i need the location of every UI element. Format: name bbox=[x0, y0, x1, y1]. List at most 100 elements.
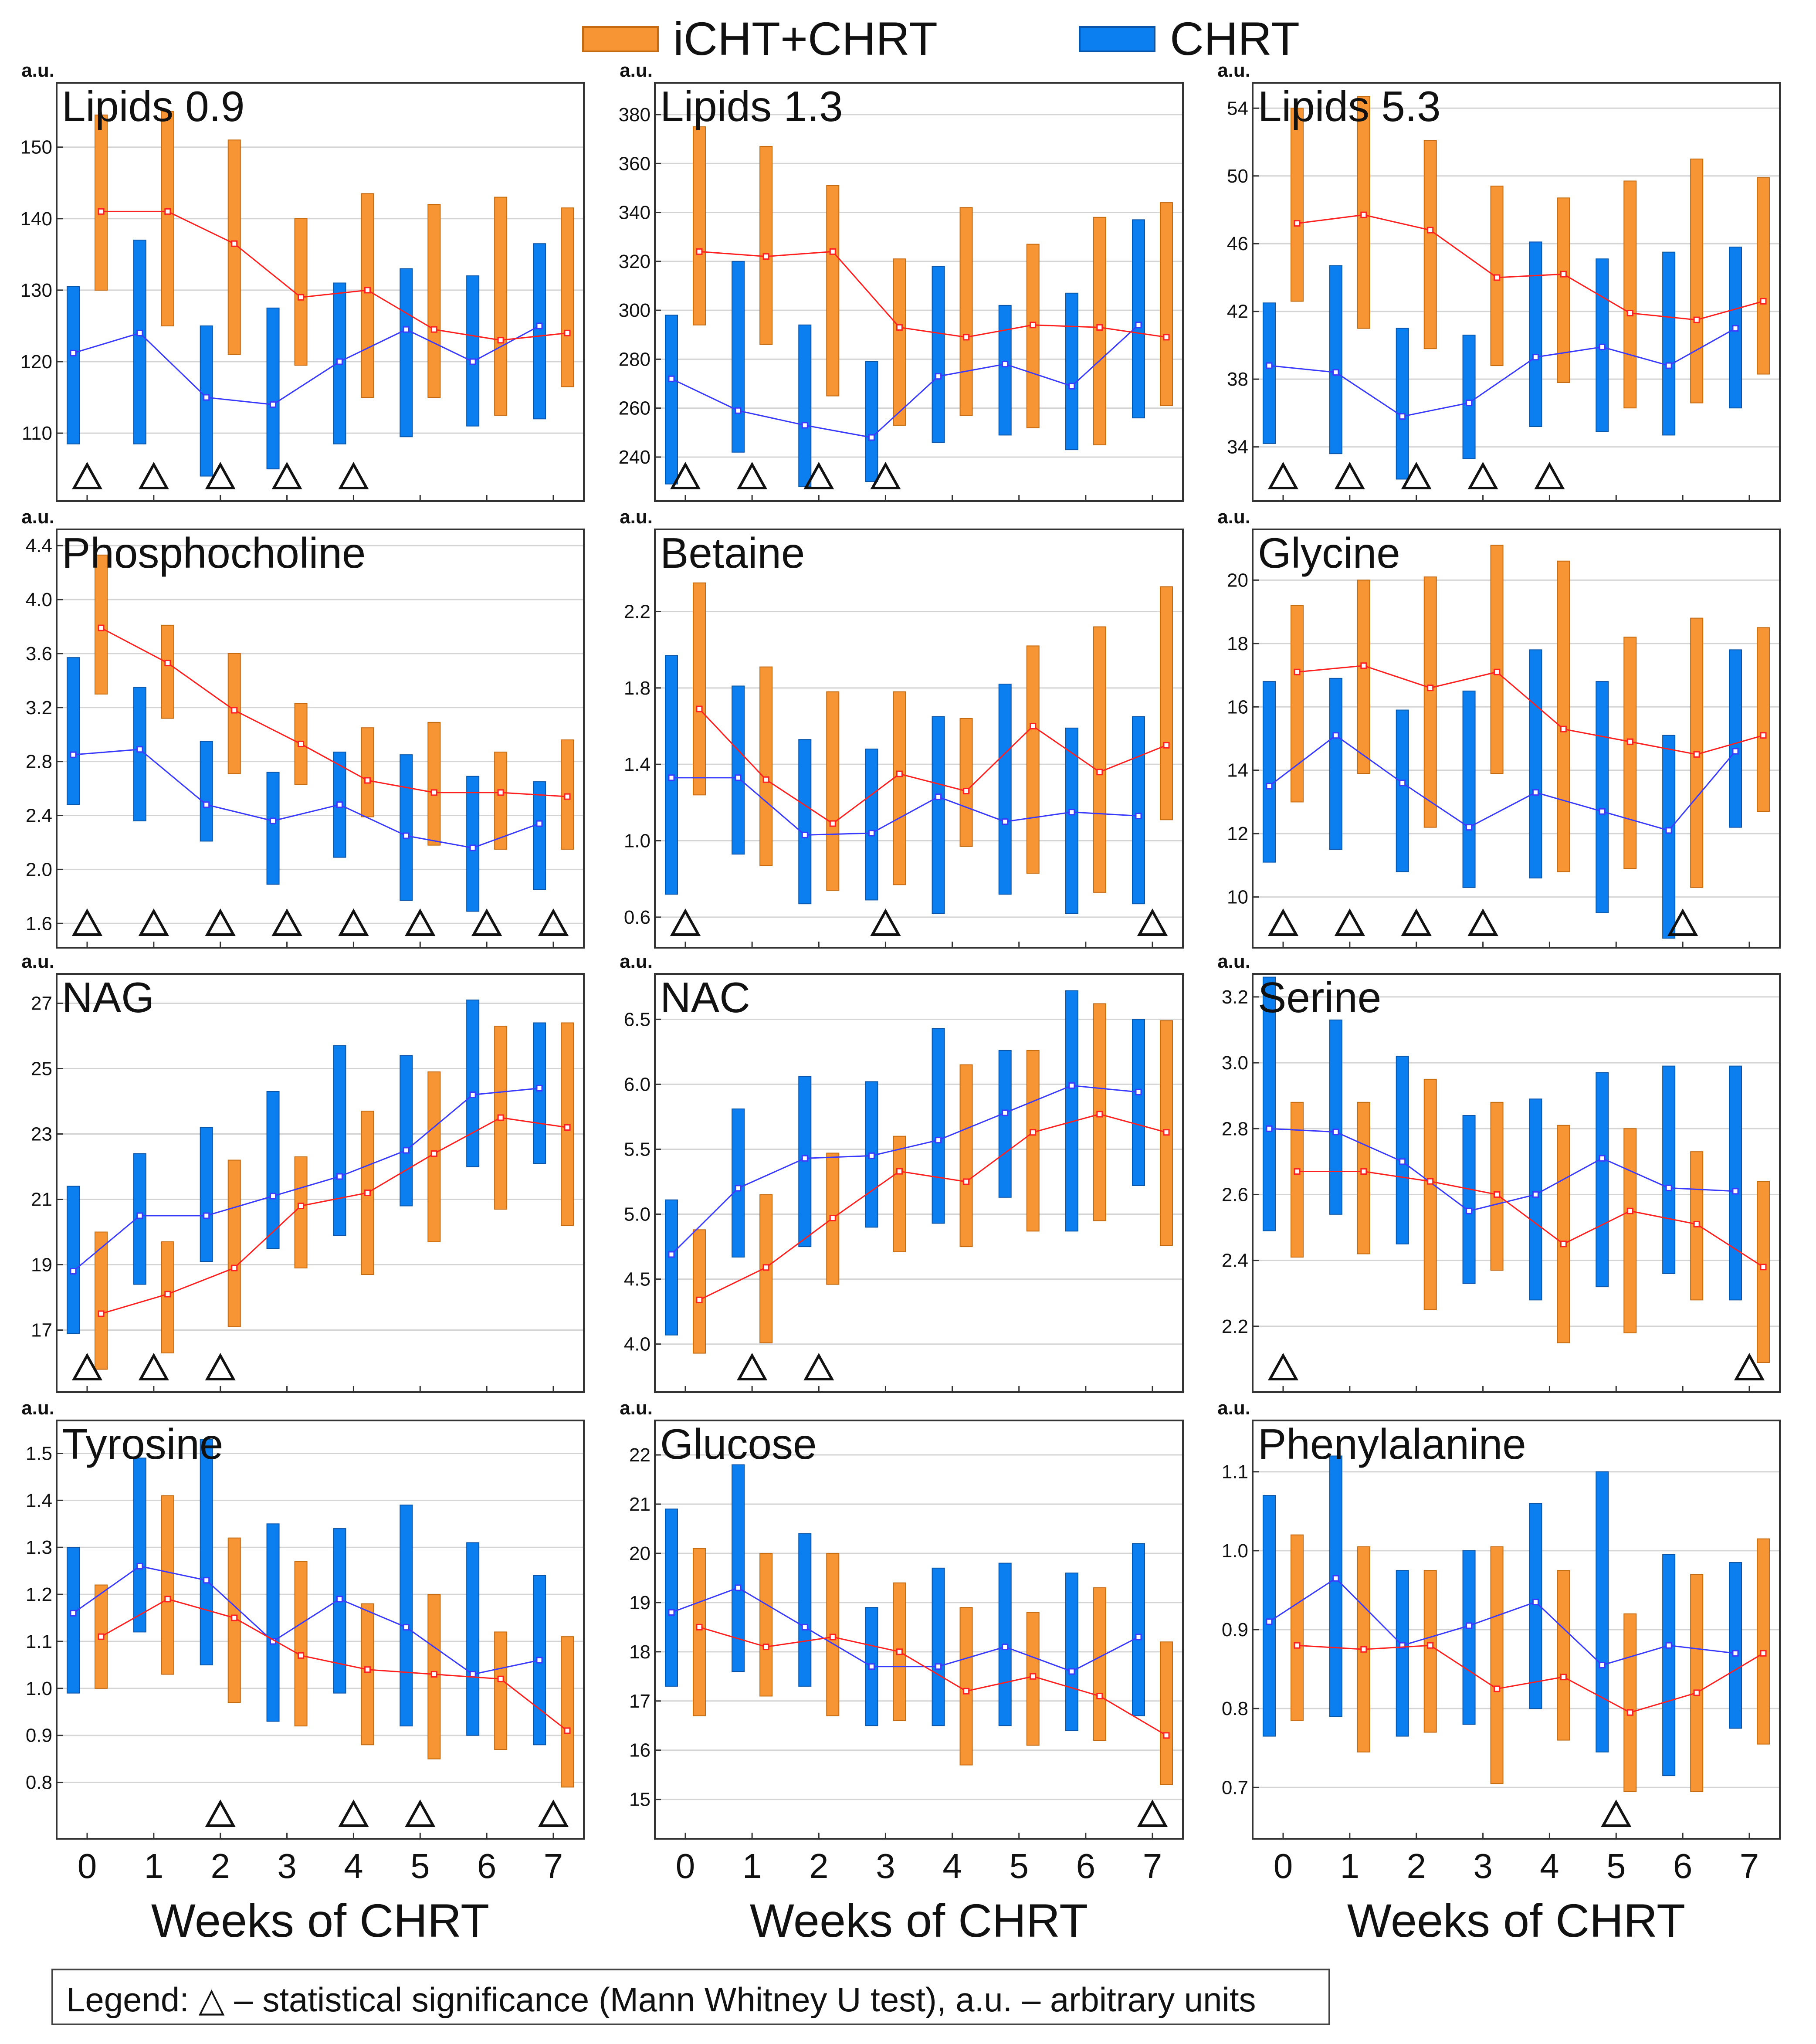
range-bar-chrt bbox=[1396, 328, 1409, 480]
plot-frame bbox=[56, 82, 585, 502]
y-tick-label: 1.0 bbox=[26, 1678, 52, 1699]
mean-point-chrt bbox=[336, 801, 343, 808]
mean-point-ichrt bbox=[829, 1634, 836, 1641]
y-tick-label: 260 bbox=[619, 398, 651, 419]
mean-point-chrt bbox=[1466, 400, 1473, 407]
x-axis-title: Weeks of CHRT bbox=[1347, 1894, 1685, 1947]
plot-frame bbox=[1252, 973, 1781, 1393]
range-bar-chrt bbox=[466, 1542, 480, 1736]
mean-point-chrt bbox=[801, 422, 808, 429]
significance-triangle bbox=[538, 908, 569, 936]
panel-title: Glucose bbox=[660, 1420, 817, 1468]
mean-point-ichrt bbox=[696, 1624, 703, 1630]
y-tick-label: 5.5 bbox=[624, 1139, 651, 1160]
range-bar-chrt bbox=[1396, 1055, 1409, 1244]
mean-point-ichrt bbox=[829, 820, 836, 827]
x-axis-title: Weeks of CHRT bbox=[151, 1894, 489, 1947]
y-tick-label: 22 bbox=[629, 1444, 651, 1466]
range-bar-chrt bbox=[932, 1028, 945, 1224]
range-bar-ichrt bbox=[1757, 177, 1770, 375]
mean-point-ichrt bbox=[762, 253, 769, 260]
x-tick-label: 0 bbox=[78, 1847, 97, 1885]
x-tick-label: 1 bbox=[144, 1847, 164, 1885]
range-bar-chrt bbox=[1329, 678, 1342, 850]
mean-point-chrt bbox=[70, 751, 77, 758]
range-bar-ichrt bbox=[1026, 645, 1040, 874]
panel-title: Lipids 5.3 bbox=[1258, 82, 1441, 130]
mean-point-ichrt bbox=[762, 776, 769, 783]
footnote-box: Legend: △ – statistical significance (Ma… bbox=[51, 1969, 1330, 2025]
mean-point-ichrt bbox=[896, 1648, 903, 1655]
range-bar-chrt bbox=[266, 1091, 280, 1249]
mean-line-chrt bbox=[1269, 1128, 1736, 1212]
y-tick-label: 340 bbox=[619, 202, 651, 224]
mean-point-chrt bbox=[1332, 732, 1339, 739]
plot-frame bbox=[654, 1420, 1184, 1840]
y-tick-label: 1.8 bbox=[624, 678, 651, 699]
mean-point-chrt bbox=[935, 373, 942, 380]
mean-line-chrt bbox=[1269, 734, 1736, 831]
significance-triangle bbox=[1467, 461, 1498, 489]
significance-triangle bbox=[670, 908, 701, 936]
range-bar-ichrt bbox=[1093, 626, 1106, 893]
mean-point-chrt bbox=[403, 1624, 410, 1631]
x-tick-label: 5 bbox=[1606, 1847, 1626, 1885]
range-bar-chrt bbox=[400, 754, 413, 901]
mean-point-chrt bbox=[1532, 354, 1539, 361]
range-bar-ichrt bbox=[1291, 108, 1304, 302]
significance-triangle bbox=[338, 461, 369, 489]
y-tick-label: 0.8 bbox=[26, 1772, 52, 1793]
panel-glycine: 10 12 14 16 18 20 Glycine a.u. bbox=[1217, 506, 1781, 949]
mean-point-ichrt bbox=[696, 705, 703, 712]
y-tick-label: 110 bbox=[22, 423, 52, 444]
range-bar-ichrt bbox=[893, 691, 906, 885]
mean-line-ichrt bbox=[101, 1117, 568, 1315]
range-bar-ichrt bbox=[959, 207, 973, 416]
y-tick-label: 14 bbox=[1227, 760, 1248, 781]
mean-point-chrt bbox=[336, 358, 343, 365]
significance-triangle bbox=[138, 908, 169, 936]
mean-point-ichrt bbox=[963, 1688, 970, 1695]
panel-title: Serine bbox=[1258, 973, 1381, 1021]
significance-triangle bbox=[1667, 908, 1698, 936]
mean-point-ichrt bbox=[298, 1652, 305, 1659]
panel-title: Tyrosine bbox=[62, 1420, 223, 1468]
mean-point-ichrt bbox=[1096, 1692, 1103, 1699]
mean-point-chrt bbox=[1466, 1207, 1473, 1214]
mean-point-chrt bbox=[735, 407, 742, 414]
mean-point-chrt bbox=[668, 774, 675, 781]
y-tick-label: 54 bbox=[1227, 98, 1248, 119]
mean-point-ichrt bbox=[364, 287, 371, 294]
y-tick-label: 380 bbox=[619, 104, 651, 125]
mean-point-chrt bbox=[668, 1251, 675, 1258]
mean-point-chrt bbox=[735, 1185, 742, 1192]
range-bar-chrt bbox=[1396, 1570, 1409, 1737]
mean-point-ichrt bbox=[1693, 1689, 1700, 1696]
range-bar-chrt bbox=[1729, 649, 1742, 828]
significance-triangle bbox=[1334, 908, 1365, 936]
y-tick-label: 1.4 bbox=[26, 1490, 52, 1511]
mean-point-ichrt bbox=[762, 1264, 769, 1271]
x-tick-label: 2 bbox=[210, 1847, 230, 1885]
y-tick-label: 16 bbox=[629, 1740, 651, 1761]
range-bar-ichrt bbox=[959, 1064, 973, 1247]
range-bar-chrt bbox=[1596, 1471, 1609, 1752]
mean-point-chrt bbox=[1665, 1642, 1672, 1649]
mean-point-chrt bbox=[336, 1173, 343, 1180]
range-bar-chrt bbox=[67, 657, 80, 805]
significance-triangle bbox=[138, 1352, 169, 1380]
significance-triangle bbox=[405, 908, 436, 936]
range-bar-chrt bbox=[466, 776, 480, 912]
mean-point-chrt bbox=[1665, 1184, 1672, 1191]
mean-point-ichrt bbox=[1294, 220, 1301, 227]
mean-point-ichrt bbox=[1626, 1709, 1633, 1716]
range-bar-chrt bbox=[732, 1108, 745, 1258]
range-bar-ichrt bbox=[161, 1495, 174, 1675]
mean-point-chrt bbox=[203, 1577, 210, 1584]
mean-point-ichrt bbox=[1560, 271, 1567, 278]
range-bar-ichrt bbox=[1423, 1078, 1437, 1311]
y-tick-label: 300 bbox=[619, 300, 651, 321]
significance-triangle bbox=[737, 1352, 768, 1380]
mean-point-ichrt bbox=[164, 208, 171, 215]
significance-triangle bbox=[1734, 1352, 1765, 1380]
